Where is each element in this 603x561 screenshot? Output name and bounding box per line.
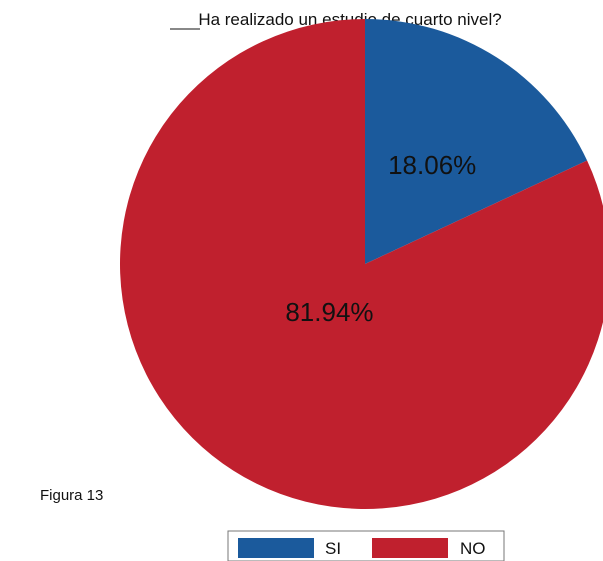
legend-swatch-no xyxy=(372,538,448,558)
slice-label-si: 18.06% xyxy=(388,150,476,180)
slice-label-no: 81.94% xyxy=(285,297,373,327)
pie-slice-no xyxy=(120,19,603,509)
legend-swatch-si xyxy=(238,538,314,558)
figure-label: Figura 13 xyxy=(40,487,103,504)
legend-label-si: SI xyxy=(325,539,341,558)
legend-label-no: NO xyxy=(460,539,486,558)
pie-slice-si xyxy=(365,19,588,264)
legend: SI NO xyxy=(227,530,505,561)
